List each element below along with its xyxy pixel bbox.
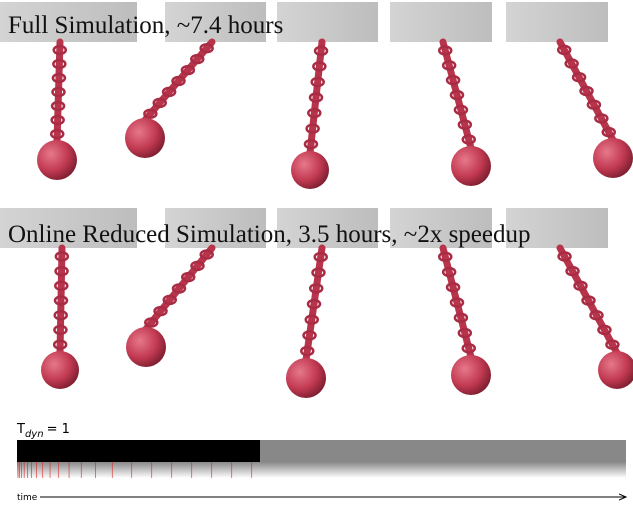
ceiling-block [506, 2, 608, 42]
pendulum-ball [291, 151, 329, 189]
simulation-frames [0, 2, 633, 398]
full-sim-bar [17, 440, 260, 462]
chain [560, 248, 617, 353]
pendulum-ball [125, 118, 165, 158]
pendulum-ball [126, 327, 166, 367]
row-caption: Online Reduced Simulation, 3.5 hours, ~2… [8, 221, 531, 248]
bar-fade [17, 462, 626, 478]
pendulum-ball [598, 351, 633, 389]
chain [146, 248, 212, 329]
ceiling-block [277, 2, 378, 42]
figure: Full Simulation, ~7.4 hours Online Reduc… [0, 0, 633, 510]
pendulum-ball [41, 351, 79, 389]
chain [443, 248, 471, 357]
pendulum-ball [286, 358, 326, 398]
reduced-sim-bar [260, 440, 626, 462]
timeline: Tdyn= 1 time [16, 422, 626, 503]
chain [145, 42, 212, 120]
chain [57, 42, 60, 142]
axis-label: time [17, 493, 38, 503]
chain [443, 42, 471, 148]
chain [310, 42, 322, 153]
ceiling-block [390, 2, 492, 42]
pendulum-ball [593, 138, 633, 178]
pendulum-ball [451, 355, 491, 395]
row-caption: Full Simulation, ~7.4 hours [8, 12, 283, 39]
timeline-label: Tdyn= 1 [16, 422, 70, 440]
pendulum-ball [451, 146, 491, 186]
chain [560, 42, 613, 140]
pendulum-ball [37, 140, 77, 180]
chain [60, 248, 62, 353]
